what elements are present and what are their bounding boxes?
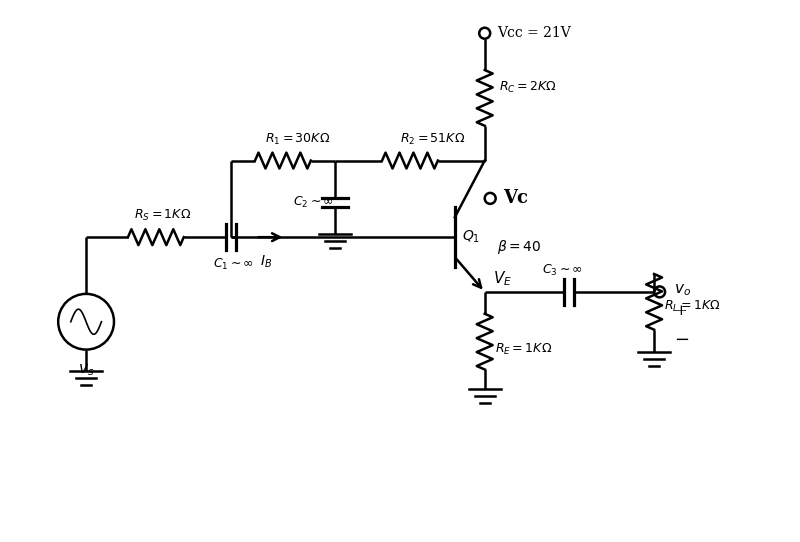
- Text: $C_1{\sim}\infty$: $C_1{\sim}\infty$: [213, 257, 254, 272]
- Text: $Q_1$: $Q_1$: [462, 229, 480, 246]
- Text: $R_1=30K\Omega$: $R_1=30K\Omega$: [265, 132, 330, 147]
- Text: $I_B$: $I_B$: [261, 254, 273, 270]
- Text: $R_C=2K\Omega$: $R_C=2K\Omega$: [498, 80, 557, 95]
- Text: $C_3{\sim}\infty$: $C_3{\sim}\infty$: [542, 263, 582, 278]
- Text: $R_2=51K\Omega$: $R_2=51K\Omega$: [400, 132, 465, 147]
- Text: $C_2{\sim}\infty$: $C_2{\sim}\infty$: [294, 195, 334, 210]
- Text: $v_s$: $v_s$: [78, 363, 94, 378]
- Text: Vcc = 21V: Vcc = 21V: [497, 26, 570, 40]
- Text: $\beta=40$: $\beta=40$: [497, 238, 542, 256]
- Text: Vc: Vc: [502, 189, 528, 208]
- Text: −: −: [674, 331, 689, 349]
- Text: $R_S =1K\Omega$: $R_S =1K\Omega$: [134, 208, 191, 223]
- Text: $V_E$: $V_E$: [493, 269, 512, 288]
- Text: $R_L=1K\Omega$: $R_L=1K\Omega$: [664, 299, 721, 314]
- Text: +: +: [674, 304, 686, 318]
- Text: $R_E=1K\Omega$: $R_E=1K\Omega$: [494, 342, 552, 357]
- Text: $v_o$: $v_o$: [674, 282, 691, 298]
